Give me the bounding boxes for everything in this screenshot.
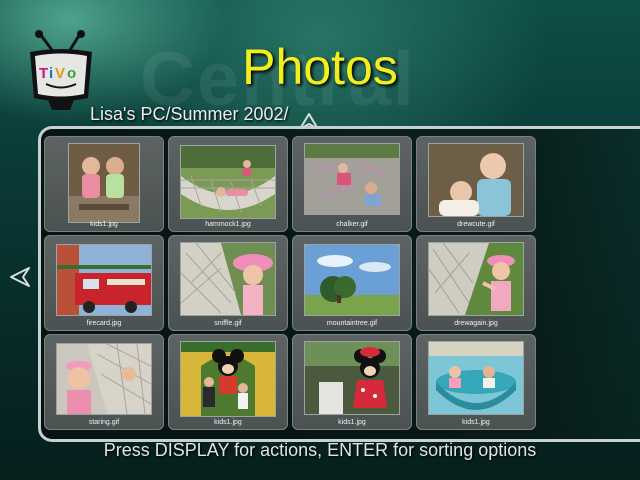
photo-tile-kids1-mickey[interactable]: kids1.jpg [168, 334, 288, 430]
svg-text:V: V [55, 65, 65, 82]
photo-tile-firecard[interactable]: firecard.jpg [44, 235, 164, 331]
photo-tile-sniffle[interactable]: sniffle.gif [168, 235, 288, 331]
photo-caption: kids1.jpg [338, 419, 366, 426]
photo-thumbnail [56, 244, 152, 316]
photo-tile-kids1-teacups[interactable]: kids1.jpg [416, 334, 536, 430]
photo-tile-drewagain[interactable]: drewagain.jpg [416, 235, 536, 331]
photo-tile-staring[interactable]: staring.gif [44, 334, 164, 430]
photo-thumbnail [428, 341, 524, 415]
photo-caption: kids1.jpg [90, 221, 118, 228]
photo-thumbnail [180, 145, 276, 219]
central-watermark: Central [140, 37, 416, 122]
photo-thumbnail [68, 143, 140, 223]
photo-grid: kids1.jpg hammock1.jpg chalker.gif [44, 136, 536, 430]
breadcrumb: Lisa's PC/Summer 2002/ [90, 104, 289, 124]
photo-caption: mountaintree.gif [326, 320, 378, 327]
photo-tile-kids1[interactable]: kids1.jpg [44, 136, 164, 232]
photo-caption: staring.gif [88, 419, 120, 426]
photo-caption: drewagain.jpg [454, 320, 498, 327]
photo-thumbnail [428, 242, 524, 316]
photo-thumbnail [428, 143, 524, 217]
photo-tile-kids1-minnie[interactable]: kids1.jpg [292, 334, 412, 430]
photo-caption: chalker.gif [336, 221, 368, 228]
photo-caption: drewcute.gif [457, 221, 495, 228]
photo-thumbnail [304, 143, 400, 215]
photo-thumbnail [304, 244, 400, 316]
svg-text:T: T [39, 65, 48, 82]
page-title: Photos [242, 39, 398, 95]
photo-caption: kids1.jpg [214, 419, 242, 426]
photo-caption: firecard.jpg [86, 320, 122, 327]
photo-caption: sniffle.gif [214, 320, 242, 327]
photo-tile-chalker[interactable]: chalker.gif [292, 136, 412, 232]
photo-tile-drewcute[interactable]: drewcute.gif [416, 136, 536, 232]
photo-thumbnail [56, 343, 152, 415]
svg-text:o: o [67, 65, 76, 82]
photo-tile-mountaintree[interactable]: mountaintree.gif [292, 235, 412, 331]
photo-caption: hammock1.jpg [205, 221, 251, 228]
photo-caption: kids1.jpg [462, 419, 490, 426]
left-arrow-icon[interactable] [9, 266, 33, 288]
tivo-logo-icon: T i V o [30, 30, 92, 110]
svg-text:i: i [49, 65, 53, 82]
photo-thumbnail [180, 341, 276, 417]
up-arrow-icon[interactable] [298, 112, 320, 132]
photo-thumbnail [180, 242, 276, 316]
footer-hint: Press DISPLAY for actions, ENTER for sor… [103, 440, 537, 460]
photo-thumbnail [304, 341, 400, 415]
photo-tile-hammock1[interactable]: hammock1.jpg [168, 136, 288, 232]
